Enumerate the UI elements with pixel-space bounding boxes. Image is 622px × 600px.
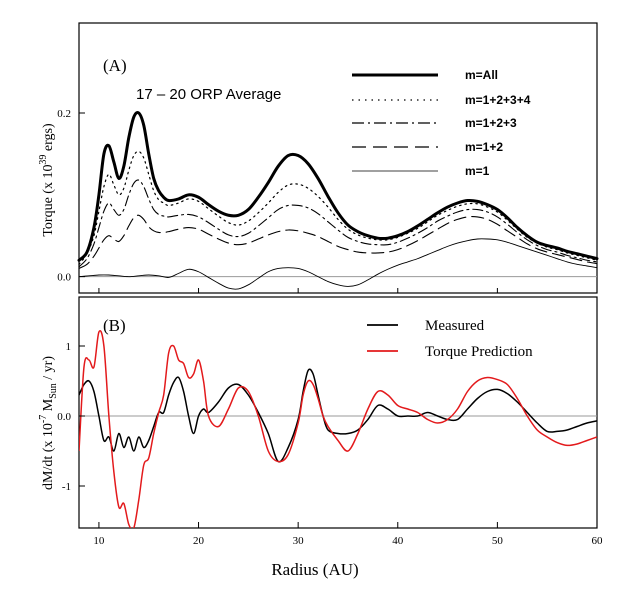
series-line-m-1-2-3: [78, 179, 598, 268]
panel-a-ylabel: Torque (x 1039 ergs): [38, 123, 56, 237]
legend-label-measured: Measured: [425, 318, 485, 334]
series-line-m-1: [78, 238, 598, 290]
panel-b-series-group: [79, 329, 597, 528]
panel-b-ylabel-sup: -7: [38, 415, 49, 423]
panel-b-xtick-label: 40: [392, 535, 404, 547]
panel-b-ylabel-prefix: dM/dt (x 10: [41, 423, 56, 490]
panel-b-ytick-label: 1: [66, 341, 72, 353]
panel-a-ylabel-prefix: Torque (x 10: [41, 165, 56, 237]
panel-b-ylabel-sub: Sun: [48, 383, 59, 399]
panel-b-ylabel-mid: M: [41, 398, 56, 415]
legend-label-m-1234: m=1+2+3+4: [465, 93, 531, 107]
panel-b-label: (B): [103, 316, 126, 335]
panel-a-axes-group: 0.0 0.2: [57, 108, 598, 293]
panel-b-ytick-label: 0.0: [57, 411, 71, 423]
panel-b-frame: [78, 296, 598, 529]
panel-b-axes-group: 1 0.0 -1 10 20 30 40 50 60: [57, 341, 603, 547]
panel-b-ylabel: dM/dt (x 10-7 MSun / yr): [38, 356, 59, 490]
panel-a-annotation: 17 – 20 ORP Average: [136, 86, 281, 103]
series-line-m-1-2-3-4: [78, 150, 598, 265]
panel-b-legend: Measured Torque Prediction: [367, 318, 533, 360]
legend-label-m-123: m=1+2+3: [465, 116, 517, 130]
panel-b-ytick-label: -1: [62, 481, 71, 493]
panel-a-ytick-label: 0.0: [57, 272, 71, 284]
panel-b-xtick-label: 20: [193, 535, 205, 547]
x-axis-label: Radius (AU): [271, 560, 358, 579]
series-line-m-1-2: [78, 214, 598, 269]
panel-a-ylabel-suffix: ergs): [41, 123, 56, 155]
panel-a-frame: [78, 22, 598, 294]
series-line-torque-prediction: [79, 329, 597, 528]
legend-label-m-all: m=All: [465, 68, 498, 82]
panel-b-xtick-label: 30: [293, 535, 305, 547]
panel-a-legend: m=All m=1+2+3+4 m=1+2+3 m=1+2 m=1: [352, 68, 531, 178]
panel-b-xtick-label: 50: [492, 535, 504, 547]
legend-label-torque-prediction: Torque Prediction: [425, 344, 533, 360]
panel-a-label: (A): [103, 56, 127, 75]
panel-a-ytick-label: 0.2: [57, 108, 71, 120]
panel-b-xtick-label: 60: [592, 535, 604, 547]
legend-label-m-12: m=1+2: [465, 140, 503, 154]
series-line-m-all: [77, 111, 599, 262]
panel-b-xtick-label: 10: [93, 535, 105, 547]
series-line-measured: [79, 368, 597, 463]
panel-b-ylabel-suffix: / yr): [41, 356, 56, 384]
panel-a-ylabel-sup: 39: [38, 155, 49, 165]
legend-label-m-1: m=1: [465, 164, 490, 178]
panel-a-series-group: [77, 111, 599, 290]
